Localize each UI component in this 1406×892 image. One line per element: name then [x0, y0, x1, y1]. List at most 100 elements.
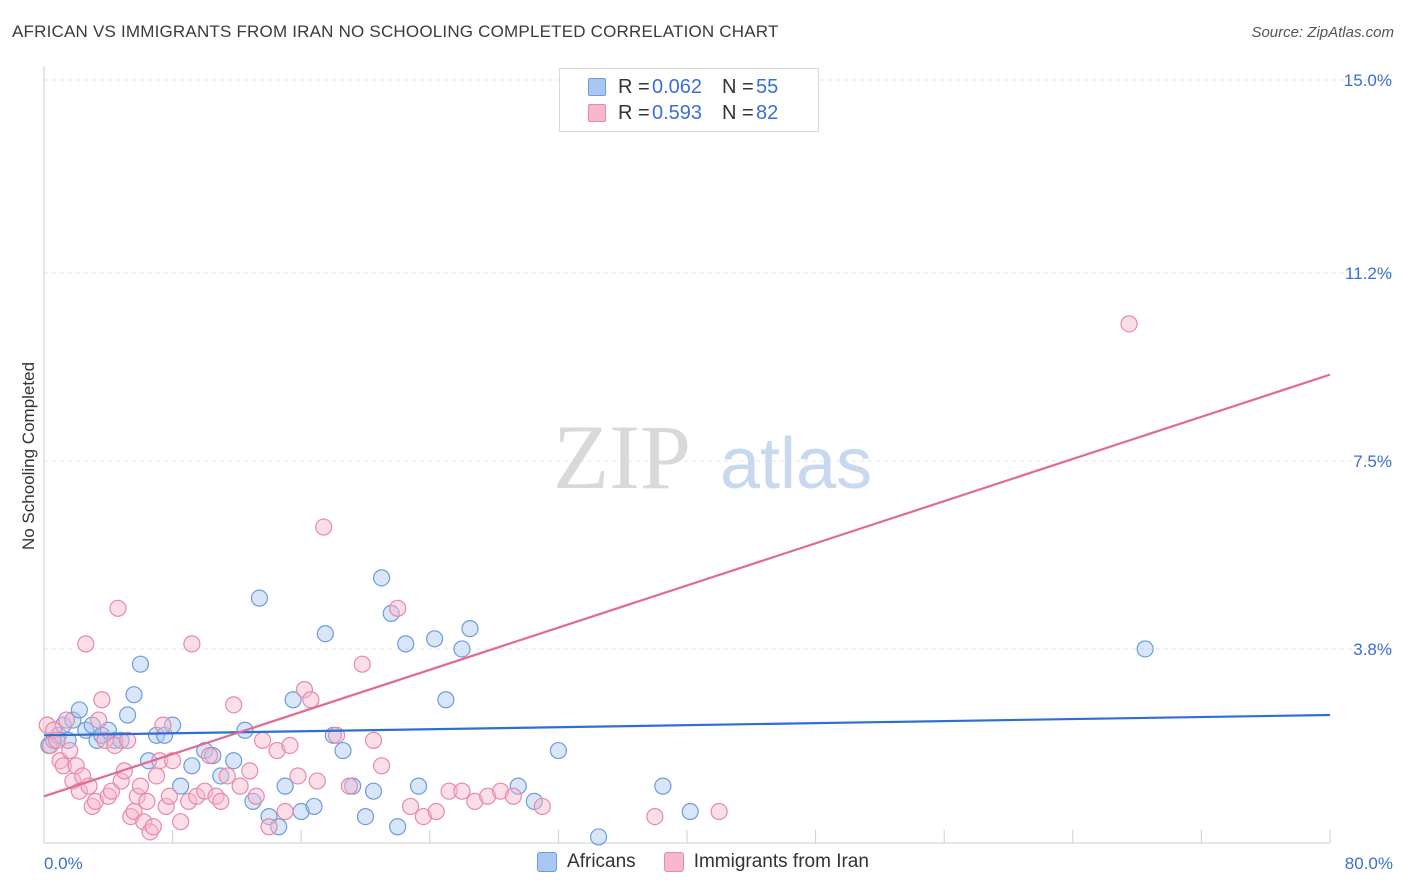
iran-point — [340, 777, 359, 795]
iran-point — [479, 787, 497, 805]
africans-point — [409, 777, 428, 795]
legend-n-value: 82 — [756, 101, 779, 124]
iran-point — [225, 696, 243, 714]
iran-point — [241, 762, 259, 780]
africans-point — [284, 691, 302, 709]
iran-point — [308, 772, 326, 790]
iran-point — [77, 635, 95, 653]
africans-point — [437, 691, 455, 709]
iran-point — [112, 772, 130, 790]
legend-n-value: 55 — [756, 75, 779, 98]
iran-point — [427, 802, 445, 821]
watermark-zip: ZIP — [553, 406, 691, 508]
series-legend: Africans Immigrants from Iran — [0, 851, 1406, 873]
iran-point — [141, 823, 159, 841]
iran-point — [200, 747, 219, 765]
africans-point — [118, 706, 137, 724]
iran-point — [353, 655, 371, 673]
africans-point — [397, 635, 415, 653]
iran-point — [157, 797, 175, 816]
y-tick-label: 7.5% — [1353, 452, 1392, 471]
africans-point — [244, 792, 262, 810]
iran-point — [295, 680, 314, 699]
series-swatch-iran — [663, 852, 684, 872]
africans-point — [426, 630, 444, 648]
iran-point — [122, 807, 140, 826]
series-name-africans: Africans — [567, 851, 636, 872]
gridlines — [44, 79, 1392, 650]
africans-trend-line — [43, 713, 1331, 737]
iran-point — [276, 802, 294, 821]
iran-point — [138, 792, 156, 810]
iran-point — [160, 787, 178, 805]
iran-trend-line — [43, 373, 1331, 798]
iran-point — [61, 741, 79, 760]
iran-point — [83, 797, 101, 816]
iran-point — [147, 767, 166, 785]
series-name-iran: Immigrants from Iran — [693, 851, 869, 872]
trend-lines — [43, 373, 1331, 798]
legend-row-iran: R = 0.593 N = 82 — [588, 100, 778, 126]
series-swatch-africans — [537, 852, 558, 872]
iran-point — [315, 518, 333, 536]
legend-r-value: 0.593 — [652, 101, 703, 124]
stats-legend: R = 0.062 N = 55 R = 0.593 N = 82 — [559, 68, 819, 132]
y-tick-label: 15.0% — [1344, 71, 1392, 90]
africans-point — [389, 818, 407, 836]
iran-point — [118, 731, 137, 750]
legend-swatch-africans — [588, 78, 606, 96]
africans-point — [183, 757, 201, 775]
iran-point — [48, 731, 66, 750]
legend-r-label: R = — [618, 101, 650, 124]
data-points — [38, 315, 1154, 846]
africans-point — [106, 731, 124, 750]
iran-point — [207, 787, 225, 805]
africans-point — [509, 777, 527, 795]
africans-point — [125, 686, 143, 704]
iran-point — [135, 813, 153, 831]
iran-point — [90, 711, 108, 729]
iran-point — [254, 731, 272, 750]
africans-point — [276, 777, 294, 795]
africans-point — [549, 741, 568, 760]
legend-row-africans: R = 0.062 N = 55 — [588, 74, 778, 100]
tick-labels: 3.8% 7.5% 11.2% 15.0% 0.0% 80.0% — [44, 71, 1393, 873]
iran-point — [372, 757, 391, 775]
x-tick-label: 80.0% — [1345, 854, 1393, 873]
chart-source: Source: ZipAtlas.com — [1251, 24, 1394, 41]
x-tick-label: 0.0% — [44, 854, 83, 873]
iran-point — [364, 731, 383, 750]
iran-point — [440, 782, 458, 800]
chart-title: AFRICAN VS IMMIGRANTS FROM IRAN NO SCHOO… — [12, 22, 779, 41]
iran-point — [260, 818, 278, 836]
series-legend-iran: Immigrants from Iran — [663, 851, 869, 873]
iran-point — [86, 792, 105, 810]
africans-point — [270, 818, 288, 836]
africans-point — [453, 640, 471, 658]
africans-point — [364, 782, 383, 800]
africans-point — [305, 797, 323, 816]
africans-point — [1136, 640, 1154, 658]
iran-point — [710, 802, 728, 821]
iran-point — [164, 752, 182, 770]
africans-point — [64, 711, 82, 729]
africans-point — [212, 767, 230, 785]
iran-point — [106, 736, 124, 755]
africans-point — [131, 655, 150, 673]
iran-point — [57, 711, 76, 729]
legend-swatch-iran — [588, 104, 606, 122]
y-tick-label: 3.8% — [1353, 640, 1392, 659]
y-tick-label: 11.2% — [1345, 264, 1392, 283]
africans-point — [589, 828, 608, 846]
africans-point — [334, 741, 352, 760]
africans-point — [316, 625, 334, 643]
iran-point — [54, 757, 72, 775]
iran-point — [172, 813, 190, 831]
legend-n-label: N = — [722, 101, 754, 124]
iran-point — [154, 716, 172, 734]
iran-point — [131, 777, 150, 795]
iran-point — [99, 787, 117, 805]
iran-point — [268, 741, 286, 760]
iran-point — [453, 782, 471, 800]
